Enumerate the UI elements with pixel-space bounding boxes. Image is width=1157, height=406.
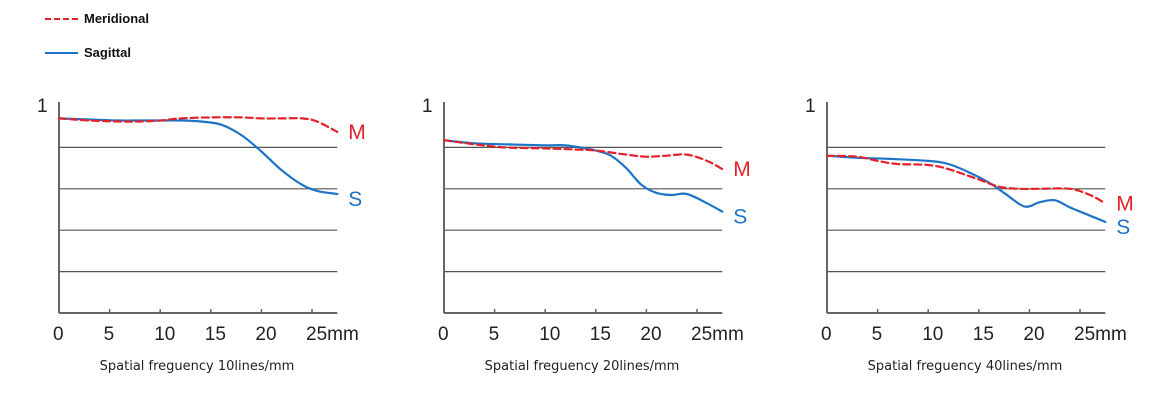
x-tick-label: 20 bbox=[640, 324, 661, 345]
x-tick-label: 15 bbox=[973, 324, 994, 345]
x-tick-label: 20 bbox=[1023, 324, 1044, 345]
meridional-curve bbox=[825, 154, 1107, 205]
x-tick-label: 25mm bbox=[1074, 324, 1127, 345]
x-tick-label: 5 bbox=[872, 324, 883, 345]
sagittal-curve bbox=[57, 117, 339, 196]
chart-caption: Spatial freguency 40lines/mm bbox=[868, 359, 1063, 374]
x-tick-label: 5 bbox=[489, 324, 500, 345]
meridional-curve bbox=[57, 116, 339, 133]
meridional-curve bbox=[442, 139, 724, 171]
sagittal-end-label: S bbox=[1116, 216, 1130, 239]
x-tick-label: 0 bbox=[438, 324, 449, 345]
x-tick-label: 25mm bbox=[691, 324, 744, 345]
meridional-end-label: M bbox=[1116, 192, 1134, 215]
legend-sagittal: Sagittal bbox=[45, 45, 131, 60]
chart-caption: Spatial freguency 10lines/mm bbox=[100, 359, 295, 374]
x-tick-label: 10 bbox=[154, 324, 175, 345]
sagittal-end-label: S bbox=[733, 206, 747, 229]
x-tick-label: 20 bbox=[255, 324, 276, 345]
y-tick-label: 1 bbox=[422, 96, 433, 117]
legend-solid-line-icon bbox=[45, 51, 78, 54]
x-tick-label: 0 bbox=[53, 324, 64, 345]
x-tick-label: 15 bbox=[205, 324, 226, 345]
legend-dashed-line-icon bbox=[45, 17, 78, 20]
y-tick-label: 1 bbox=[805, 96, 816, 117]
x-tick-label: 10 bbox=[922, 324, 943, 345]
x-tick-label: 10 bbox=[539, 324, 560, 345]
meridional-end-label: M bbox=[733, 158, 751, 181]
x-tick-label: 0 bbox=[821, 324, 832, 345]
x-tick-label: 5 bbox=[104, 324, 115, 345]
sagittal-curve bbox=[442, 139, 724, 213]
x-tick-label: 15 bbox=[590, 324, 611, 345]
meridional-end-label: M bbox=[348, 121, 366, 144]
x-tick-label: 25mm bbox=[306, 324, 359, 345]
legend-label: Sagittal bbox=[84, 45, 131, 60]
y-tick-label: 1 bbox=[37, 96, 48, 117]
chart-caption: Spatial freguency 20lines/mm bbox=[485, 359, 680, 374]
legend-meridional: Meridional bbox=[45, 11, 149, 26]
sagittal-curve bbox=[825, 154, 1107, 223]
legend-label: Meridional bbox=[84, 11, 150, 26]
sagittal-end-label: S bbox=[348, 188, 362, 211]
